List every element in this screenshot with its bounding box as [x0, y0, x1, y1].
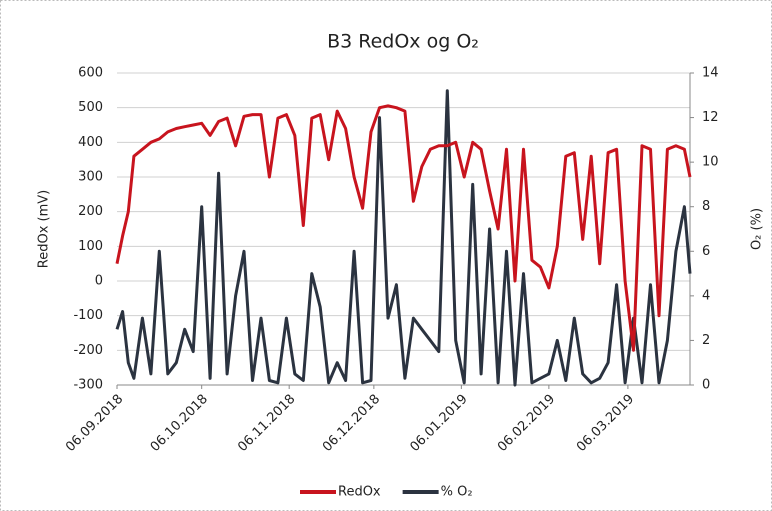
y-tick-label: 600	[78, 66, 103, 81]
y-tick-label: 400	[78, 135, 103, 150]
legend-label: RedOx	[338, 485, 381, 500]
y2-tick-label: 8	[702, 199, 710, 214]
y2-tick-label: 14	[702, 66, 719, 81]
y2-tick-label: 0	[702, 378, 710, 393]
y-tick-label: 300	[78, 170, 103, 185]
y2-axis-label: O₂ (%)	[750, 208, 765, 250]
y2-tick-label: 2	[702, 333, 710, 348]
y2-tick-label: 6	[702, 244, 710, 259]
y2-tick-label: 10	[702, 155, 719, 170]
y-axis-label: RedOx (mV)	[37, 190, 52, 268]
y-tick-label: -200	[73, 343, 103, 358]
chart-title: B3 RedOx og O₂	[327, 31, 479, 53]
y-tick-label: -100	[73, 308, 103, 323]
legend-label: % O₂	[441, 485, 473, 500]
y-tick-label: 500	[78, 100, 103, 115]
data-line	[115, 89, 692, 387]
y2-tick-label: 12	[702, 110, 719, 125]
y-tick-label: 200	[78, 204, 103, 219]
y-tick-label: 0	[95, 274, 103, 289]
y-tick-label: 100	[78, 239, 103, 254]
y-tick-label: -300	[73, 378, 103, 393]
y2-tick-label: 4	[702, 288, 710, 303]
data-line	[115, 104, 692, 352]
